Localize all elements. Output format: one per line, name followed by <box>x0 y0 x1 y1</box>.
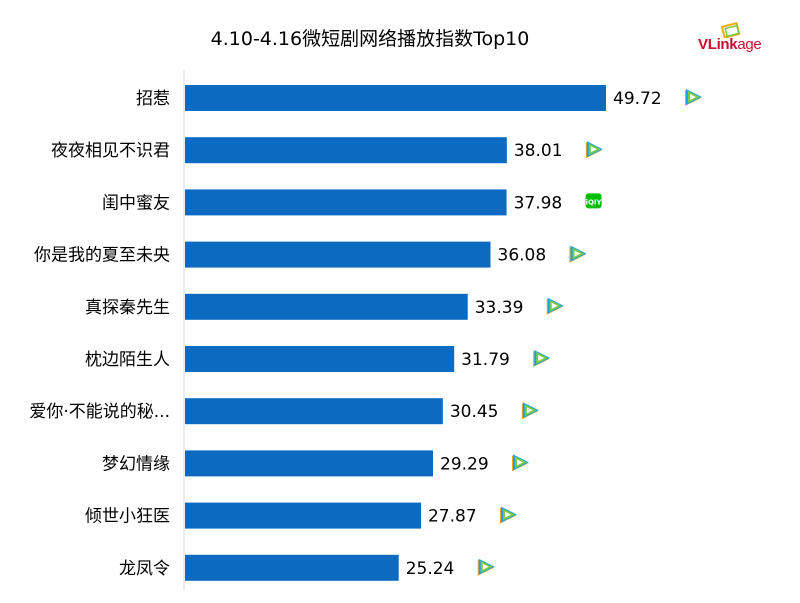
value-label: 38.01 <box>514 141 563 161</box>
tencent-video-icon <box>512 454 530 472</box>
category-label: 真探秦先生 <box>85 298 170 318</box>
category-label: 爱你·不能说的秘... <box>29 402 170 422</box>
tencent-video-icon <box>521 402 539 420</box>
value-label: 33.39 <box>475 298 524 318</box>
tencent-video-icon <box>533 350 551 367</box>
bar <box>185 450 434 477</box>
vlinkage-logo: VLinkage <box>698 22 788 62</box>
logo-mark-icon <box>720 22 741 38</box>
category-label: 梦幻情缘 <box>102 454 170 474</box>
bar <box>185 241 491 268</box>
chart-title: 4.10-4.16微短剧网络播放指数Top10 <box>210 28 530 50</box>
value-label: 49.72 <box>613 89 662 109</box>
value-label: 31.79 <box>461 350 510 370</box>
bar <box>185 137 507 164</box>
category-label: 招惹 <box>136 89 170 109</box>
tencent-video-icon <box>546 297 564 315</box>
tencent-video-icon <box>585 141 603 159</box>
tencent-video-icon <box>499 506 517 524</box>
iqiyi-icon: iQIY <box>586 193 603 209</box>
value-label: 25.24 <box>406 559 455 579</box>
bar <box>185 189 507 216</box>
value-label: 36.08 <box>498 246 547 266</box>
category-label: 倾世小狂医 <box>85 507 170 527</box>
category-label: 枕边陌生人 <box>85 350 170 370</box>
tencent-video-icon <box>685 89 702 106</box>
category-label: 你是我的夏至未央 <box>34 246 170 266</box>
bar <box>185 398 443 425</box>
value-label: 27.87 <box>428 507 477 527</box>
category-label: 龙凤令 <box>119 559 170 579</box>
bar <box>185 346 455 372</box>
svg-text:iQIY: iQIY <box>586 198 603 206</box>
bar <box>185 554 399 581</box>
tencent-video-icon <box>477 558 495 576</box>
value-label: 30.45 <box>450 402 499 422</box>
category-label: 夜夜相见不识君 <box>51 141 170 161</box>
tencent-video-icon <box>569 245 587 263</box>
bar <box>185 293 468 320</box>
logo-text: VLinkage <box>698 36 762 53</box>
value-label: 29.29 <box>440 454 489 474</box>
category-label: 闺中蜜友 <box>102 193 170 213</box>
bar <box>185 85 606 111</box>
value-label: 37.98 <box>514 193 563 213</box>
bar <box>185 502 421 529</box>
